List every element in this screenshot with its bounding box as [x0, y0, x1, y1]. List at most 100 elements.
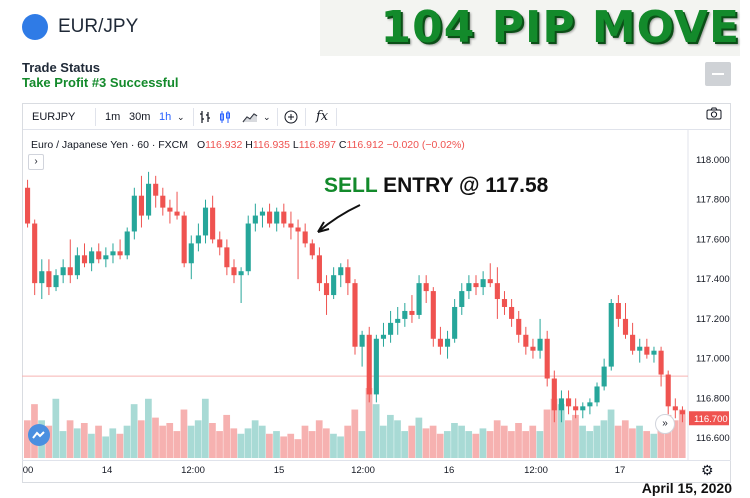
candle-body	[53, 275, 59, 288]
volume-bar	[308, 431, 316, 458]
volume-bar	[294, 439, 302, 458]
bar-style-icon[interactable]	[199, 104, 211, 130]
volume-bar	[123, 425, 131, 458]
volume-bar	[159, 425, 166, 458]
volume-bar	[564, 420, 572, 458]
volume-bar	[550, 398, 558, 458]
candle-body	[24, 187, 31, 224]
volume-bar	[173, 431, 181, 458]
candle-body	[32, 223, 38, 284]
candle-body	[551, 378, 557, 411]
volume-bar	[80, 423, 88, 458]
candle-body	[644, 346, 650, 355]
volume-bar	[130, 404, 138, 458]
volume-bar	[102, 436, 110, 458]
volume-bar	[337, 436, 344, 458]
candle-body	[302, 231, 308, 244]
volume-bar	[251, 420, 259, 458]
candle-body	[217, 239, 223, 248]
candle-body	[103, 255, 109, 260]
compare-add-icon[interactable]	[284, 104, 298, 130]
volume-bar	[557, 404, 565, 458]
candle-body	[210, 207, 216, 240]
chart-toolbar: EURJPY 1m 30m 1h ⌄ ⌄ fx	[23, 104, 730, 130]
candle-body	[117, 251, 123, 256]
volume-bar	[372, 404, 380, 458]
legend-open: 116.932	[205, 139, 243, 151]
candle-body	[615, 303, 621, 319]
volume-bar	[458, 425, 465, 458]
candle-body	[259, 211, 266, 216]
candle-body	[316, 255, 322, 284]
volume-bar	[614, 425, 622, 458]
candle-body	[558, 398, 564, 411]
volume-bar	[529, 425, 537, 458]
candle-body	[153, 183, 159, 196]
volume-bar	[536, 431, 544, 458]
candle-body	[651, 350, 657, 355]
volume-bar	[258, 425, 266, 458]
interval-1m[interactable]: 1m	[105, 111, 121, 123]
candle-body	[388, 322, 394, 335]
volume-bar	[216, 431, 223, 458]
legend-h-label: H	[245, 139, 253, 151]
symbol-search[interactable]: EURJPY	[32, 111, 76, 123]
volume-bar	[24, 420, 31, 458]
volume-bar	[429, 425, 437, 458]
volume-bar	[273, 431, 280, 458]
interval-30m[interactable]: 30m	[129, 111, 151, 123]
candle-body	[430, 291, 436, 339]
volume-bar	[244, 428, 252, 458]
candle-body	[89, 251, 95, 264]
candle-body	[622, 318, 629, 335]
legend-c-label: C	[338, 139, 347, 151]
volume-bar	[387, 414, 394, 458]
expand-legend-button[interactable]: ›	[28, 154, 44, 170]
volume-bar	[287, 433, 295, 458]
tradingview-logo-icon[interactable]	[28, 424, 50, 446]
candle-body	[608, 303, 614, 367]
candle-body	[501, 299, 508, 307]
candle-style-icon[interactable]	[219, 104, 231, 130]
y-tick-label: 117.800	[696, 195, 730, 206]
candle-body	[530, 346, 536, 351]
legend-low: 116.897	[298, 139, 336, 151]
pair-flag-icon	[22, 14, 48, 40]
volume-bar	[315, 420, 323, 458]
candle-body	[523, 334, 529, 347]
indicators-icon[interactable]: fx	[316, 109, 329, 124]
candle-body	[637, 346, 643, 351]
candle-body	[181, 215, 187, 264]
candle-body	[565, 398, 572, 407]
volume-bar	[266, 433, 273, 458]
style-dropdown-icon[interactable]: ⌄	[263, 112, 271, 122]
volume-bar	[422, 428, 430, 458]
entry-arrow	[317, 204, 361, 233]
interval-dropdown-icon[interactable]: ⌄	[177, 112, 185, 122]
legend-o-label: O	[196, 139, 206, 151]
candle-body	[509, 306, 515, 319]
candle-body	[39, 271, 45, 284]
volume-bar	[465, 431, 473, 458]
candle-body	[516, 318, 522, 335]
candle-body	[174, 211, 180, 216]
volume-bar	[280, 436, 287, 458]
candle-body	[96, 251, 102, 260]
candle-body	[245, 223, 251, 272]
volume-bar	[330, 433, 337, 458]
scroll-to-realtime-icon[interactable]: »	[655, 414, 675, 434]
legend-symbol: Euro / Japanese Yen · 60 · FXCM	[31, 139, 189, 151]
gear-icon[interactable]: ⚙	[701, 462, 714, 478]
camera-icon[interactable]	[706, 107, 722, 123]
volume-bar	[301, 425, 309, 458]
candle-body	[423, 283, 429, 292]
legend-l-label: L	[292, 139, 299, 151]
candle-body	[437, 338, 443, 347]
candle-body	[146, 183, 152, 216]
interval-1h[interactable]: 1h	[159, 111, 172, 123]
candle-body	[167, 207, 173, 212]
collapse-button[interactable]	[705, 62, 731, 86]
volume-bar	[650, 433, 658, 458]
area-style-icon[interactable]	[242, 104, 258, 130]
